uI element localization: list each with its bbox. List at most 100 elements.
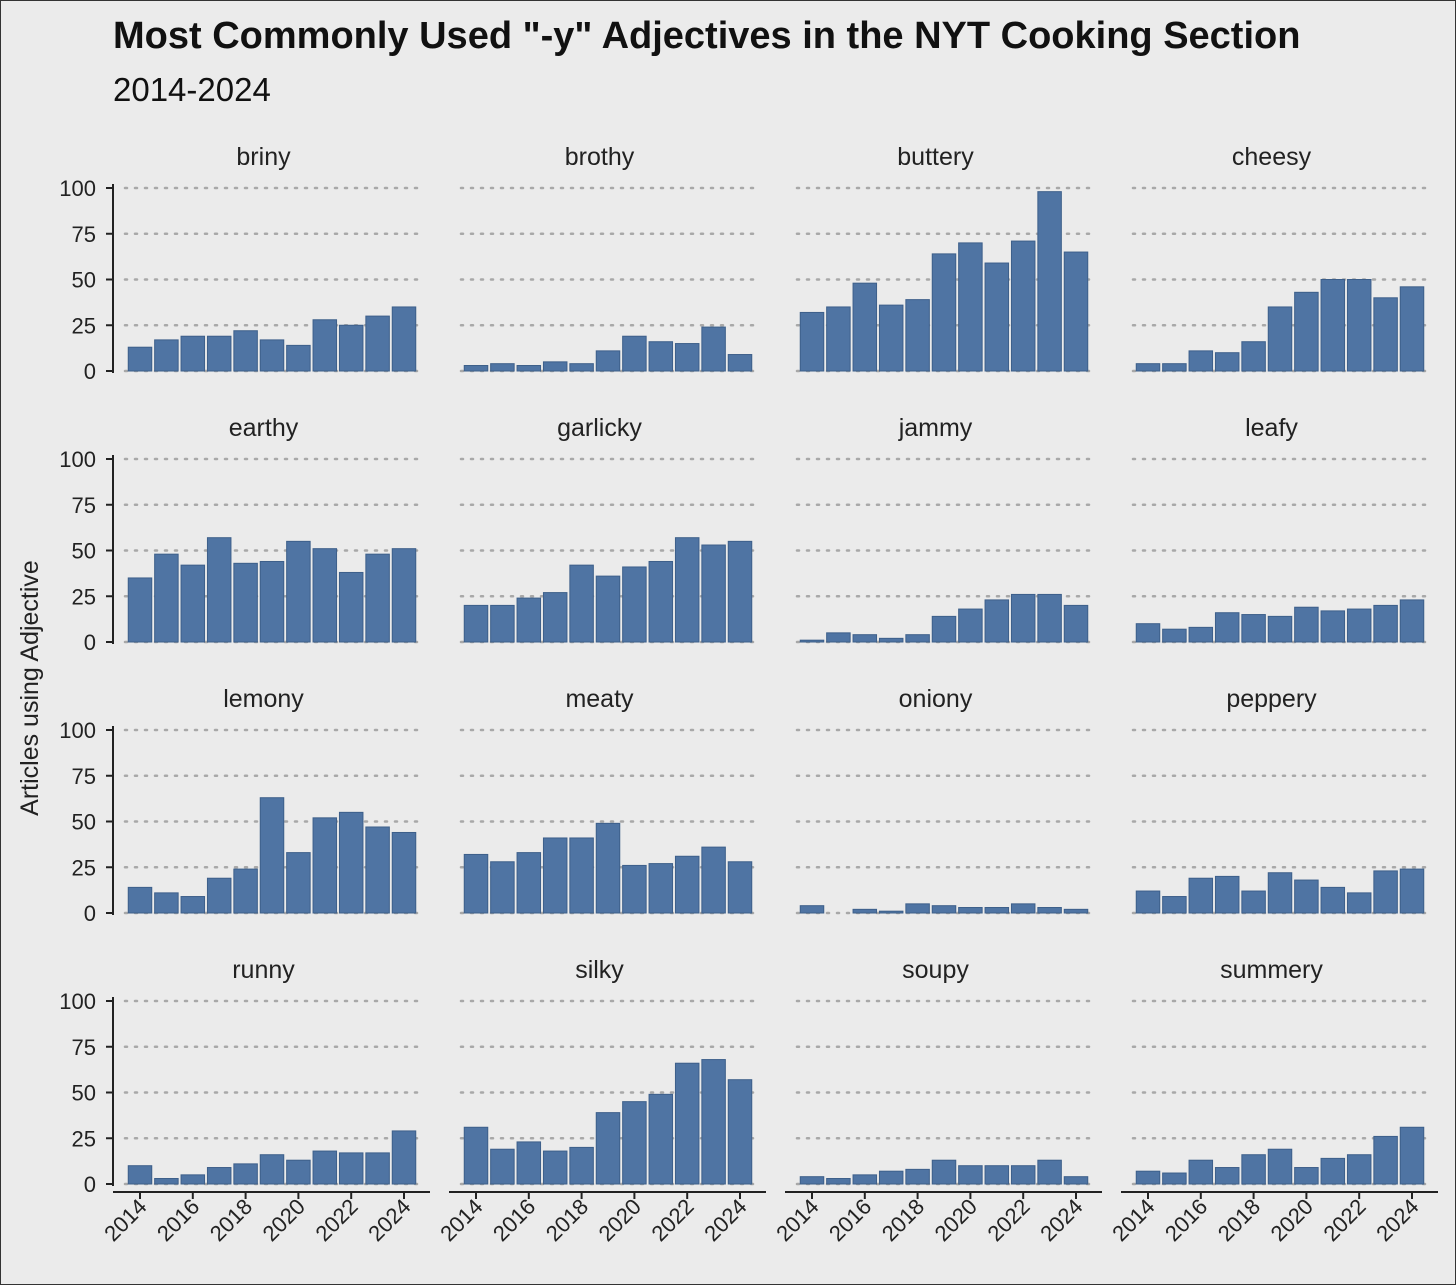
bar-runny-2024 bbox=[391, 1130, 417, 1185]
bar-summery-2019 bbox=[1267, 1148, 1293, 1185]
bar-soupy-2022 bbox=[1010, 1165, 1036, 1185]
bar-meaty-2017 bbox=[542, 837, 568, 914]
y-tick-label: 75 bbox=[72, 493, 96, 518]
y-tick-label: 25 bbox=[72, 1126, 96, 1151]
bar-lemony-2024 bbox=[391, 831, 417, 914]
bar-summery-2016 bbox=[1188, 1159, 1214, 1185]
bar-lemony-2017 bbox=[206, 877, 232, 914]
bar-meaty-2019 bbox=[595, 822, 621, 914]
bar-silky-2018 bbox=[569, 1146, 594, 1185]
bar-oniony-2019 bbox=[931, 905, 957, 914]
bar-lemony-2018 bbox=[233, 868, 258, 914]
bar-silky-2022 bbox=[674, 1062, 700, 1185]
bar-peppery-2015 bbox=[1162, 896, 1187, 914]
bar-summery-2021 bbox=[1320, 1157, 1346, 1185]
bar-lemony-2019 bbox=[259, 797, 285, 914]
bar-cheesy-2015 bbox=[1162, 363, 1187, 372]
bar-meaty-2022 bbox=[674, 855, 700, 914]
facet-label-jammy: jammy bbox=[898, 414, 973, 442]
bar-summery-2014 bbox=[1135, 1170, 1161, 1185]
y-axis-label: Articles using Adjective bbox=[16, 560, 44, 816]
bar-briny-2015 bbox=[154, 339, 179, 372]
bar-summery-2023 bbox=[1373, 1135, 1398, 1185]
bar-soupy-2014 bbox=[799, 1176, 825, 1185]
bar-buttery-2022 bbox=[1010, 240, 1036, 372]
bar-brothy-2022 bbox=[674, 343, 700, 372]
bar-oniony-2016 bbox=[852, 908, 878, 914]
bar-leafy-2014 bbox=[1135, 623, 1161, 643]
bar-meaty-2020 bbox=[622, 864, 647, 914]
bar-brothy-2020 bbox=[622, 335, 647, 372]
bar-summery-2020 bbox=[1294, 1167, 1319, 1185]
bar-soupy-2021 bbox=[984, 1165, 1010, 1185]
bar-cheesy-2023 bbox=[1373, 297, 1398, 372]
bar-earthy-2016 bbox=[180, 564, 206, 643]
bar-buttery-2019 bbox=[931, 253, 957, 372]
y-tick-label: 50 bbox=[72, 268, 96, 293]
bar-brothy-2021 bbox=[648, 341, 674, 372]
bar-brothy-2015 bbox=[490, 363, 515, 372]
bar-silky-2020 bbox=[622, 1101, 647, 1185]
facet-label-brothy: brothy bbox=[565, 143, 635, 171]
bar-earthy-2023 bbox=[365, 553, 390, 643]
bar-runny-2016 bbox=[180, 1174, 206, 1185]
bar-briny-2019 bbox=[259, 339, 285, 372]
bar-peppery-2014 bbox=[1135, 890, 1161, 914]
bar-silky-2014 bbox=[463, 1126, 489, 1185]
bar-brothy-2014 bbox=[463, 365, 489, 372]
bar-peppery-2022 bbox=[1346, 892, 1372, 914]
y-tick-label: 100 bbox=[59, 176, 96, 201]
y-tick-label: 0 bbox=[84, 359, 96, 384]
y-tick-label: 25 bbox=[72, 584, 96, 609]
bar-briny-2021 bbox=[312, 319, 338, 372]
bar-runny-2023 bbox=[365, 1152, 390, 1185]
bar-summery-2024 bbox=[1399, 1126, 1425, 1185]
bar-soupy-2023 bbox=[1037, 1159, 1062, 1185]
bar-earthy-2021 bbox=[312, 548, 338, 643]
facet-label-runny: runny bbox=[232, 956, 295, 984]
y-tick-label: 50 bbox=[72, 810, 96, 835]
facet-label-soupy: soupy bbox=[902, 956, 969, 984]
bar-cheesy-2014 bbox=[1135, 363, 1161, 372]
bar-leafy-2024 bbox=[1399, 599, 1425, 643]
bar-runny-2021 bbox=[312, 1150, 338, 1185]
bar-soupy-2019 bbox=[931, 1159, 957, 1185]
bar-meaty-2016 bbox=[516, 852, 542, 914]
bar-meaty-2014 bbox=[463, 853, 489, 914]
bar-silky-2016 bbox=[516, 1141, 542, 1185]
bar-cheesy-2024 bbox=[1399, 286, 1425, 372]
bar-buttery-2016 bbox=[852, 282, 878, 372]
bar-garlicky-2017 bbox=[542, 592, 568, 643]
y-tick-label: 25 bbox=[72, 313, 96, 338]
bar-buttery-2018 bbox=[905, 299, 930, 372]
y-tick-label: 0 bbox=[84, 1172, 96, 1197]
bar-jammy-2021 bbox=[984, 599, 1010, 643]
bar-jammy-2014 bbox=[799, 639, 825, 643]
bar-jammy-2023 bbox=[1037, 593, 1062, 643]
bar-leafy-2018 bbox=[1241, 614, 1266, 643]
bar-oniony-2017 bbox=[878, 910, 904, 914]
bar-oniony-2022 bbox=[1010, 903, 1036, 914]
y-tick-label: 0 bbox=[84, 630, 96, 655]
bar-silky-2019 bbox=[595, 1112, 621, 1185]
bar-oniony-2021 bbox=[984, 907, 1010, 914]
bar-briny-2014 bbox=[127, 346, 153, 372]
bar-briny-2016 bbox=[180, 335, 206, 372]
bar-cheesy-2021 bbox=[1320, 279, 1346, 372]
bar-runny-2015 bbox=[154, 1178, 179, 1185]
bar-earthy-2015 bbox=[154, 553, 179, 643]
y-tick-label: 75 bbox=[72, 1035, 96, 1060]
y-tick-label: 100 bbox=[59, 718, 96, 743]
bar-oniony-2023 bbox=[1037, 907, 1062, 914]
bar-leafy-2022 bbox=[1346, 608, 1372, 643]
bar-briny-2023 bbox=[365, 315, 390, 372]
bar-runny-2020 bbox=[286, 1159, 311, 1185]
bar-summery-2022 bbox=[1346, 1154, 1372, 1185]
bar-jammy-2024 bbox=[1063, 604, 1089, 643]
bar-soupy-2018 bbox=[905, 1168, 930, 1185]
bar-brothy-2023 bbox=[701, 326, 726, 372]
bar-earthy-2017 bbox=[206, 537, 232, 643]
facet-label-lemony: lemony bbox=[223, 685, 304, 713]
bar-cheesy-2018 bbox=[1241, 341, 1266, 372]
